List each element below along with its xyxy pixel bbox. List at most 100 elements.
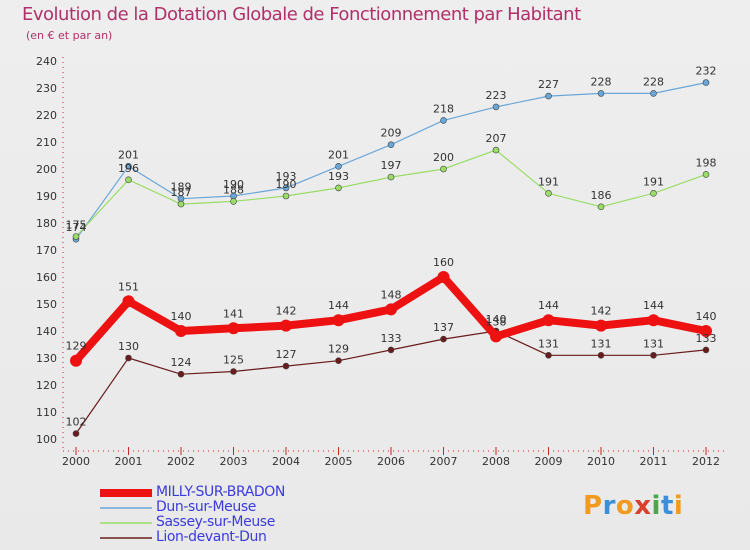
- legend: MILLY-SUR-BRADON Dun-sur-Meuse Sassey-su…: [100, 485, 285, 545]
- data-point-0: [437, 271, 450, 283]
- y-tick-label: 240: [36, 55, 57, 68]
- data-point-3: [440, 335, 447, 343]
- data-label-0: 142: [276, 305, 297, 318]
- data-label-0: 144: [538, 299, 559, 312]
- legend-item-milly: MILLY-SUR-BRADON: [100, 485, 285, 500]
- legend-swatch-lion: [100, 537, 152, 539]
- data-label-3: 137: [433, 321, 454, 334]
- chart-title: Evolution de la Dotation Globale de Fonc…: [22, 4, 581, 25]
- data-label-2: 193: [328, 170, 349, 183]
- data-point-0: [280, 319, 292, 332]
- y-tick-label: 210: [36, 136, 57, 149]
- data-label-1: 193: [276, 170, 297, 183]
- data-label-2: 191: [643, 175, 664, 188]
- data-point-3: [335, 357, 342, 365]
- data-label-1: 189: [171, 181, 192, 194]
- proxiti-logo: Proxiti: [583, 491, 683, 521]
- data-point-0: [227, 322, 240, 335]
- data-label-2: 191: [538, 175, 559, 188]
- data-point-0: [542, 314, 555, 327]
- legend-label-dun: Dun-sur-Meuse: [156, 499, 256, 515]
- data-label-3: 133: [381, 332, 402, 345]
- data-label-2: 175: [66, 219, 87, 232]
- data-point-0: [385, 303, 397, 316]
- data-point-0: [647, 314, 660, 327]
- data-label-3: 131: [591, 337, 612, 350]
- data-label-1: 201: [328, 148, 349, 161]
- data-point-3: [125, 354, 132, 362]
- y-tick-label: 200: [36, 163, 57, 176]
- data-point-2: [177, 200, 185, 208]
- x-tick-label: 2004: [272, 455, 300, 468]
- data-label-3: 130: [118, 340, 139, 353]
- data-point-3: [230, 368, 237, 375]
- y-tick-label: 120: [36, 379, 57, 392]
- data-point-0: [122, 295, 135, 308]
- data-point-2: [440, 165, 447, 173]
- x-tick-label: 2008: [482, 455, 510, 468]
- data-label-3: 129: [328, 343, 349, 356]
- x-tick-label: 2000: [62, 455, 90, 468]
- data-label-0: 129: [66, 340, 87, 353]
- data-label-3: 131: [643, 337, 664, 350]
- data-point-0: [490, 330, 502, 343]
- legend-swatch-milly: [100, 489, 152, 497]
- data-label-1: 228: [643, 75, 664, 88]
- logo-letter: P: [583, 491, 603, 521]
- data-point-1: [702, 79, 710, 86]
- data-label-0: 144: [643, 299, 664, 312]
- chart-subtitle: (en € et par an): [26, 29, 113, 42]
- data-label-2: 197: [381, 159, 402, 172]
- data-label-1: 232: [696, 65, 717, 78]
- series-line-3: [75, 330, 707, 435]
- data-label-3: 102: [66, 416, 87, 429]
- x-tick-label: 2005: [325, 455, 353, 468]
- data-point-3: [72, 430, 80, 437]
- data-label-0: 141: [223, 307, 244, 320]
- data-point-3: [597, 351, 605, 359]
- data-point-0: [332, 314, 345, 327]
- data-label-3: 140: [486, 313, 507, 326]
- y-tick-label: 220: [36, 109, 57, 122]
- data-point-3: [702, 346, 710, 354]
- data-point-1: [387, 141, 395, 148]
- data-label-1: 228: [591, 75, 612, 88]
- y-tick-label: 190: [36, 190, 57, 203]
- data-label-3: 127: [276, 348, 297, 361]
- legend-label-lion: Lion-devant-Dun: [156, 529, 267, 545]
- data-label-1: 209: [381, 127, 402, 140]
- data-point-2: [230, 198, 237, 205]
- data-point-1: [125, 163, 132, 170]
- data-point-1: [440, 117, 447, 124]
- data-point-2: [387, 173, 395, 181]
- data-point-0: [70, 354, 82, 367]
- data-point-0: [700, 325, 712, 337]
- legend-item-sassey: Sassey-sur-Meuse: [100, 515, 285, 530]
- logo-letter: x: [634, 491, 652, 521]
- data-label-2: 188: [223, 183, 244, 196]
- x-tick-label: 2006: [377, 455, 405, 468]
- y-tick-label: 160: [36, 271, 57, 284]
- data-point-1: [282, 184, 290, 192]
- data-label-0: 142: [591, 305, 612, 318]
- logo-letter: o: [615, 491, 635, 521]
- data-point-3: [545, 351, 552, 359]
- y-tick-label: 110: [36, 406, 57, 419]
- legend-label-sassey: Sassey-sur-Meuse: [156, 514, 275, 530]
- data-label-1: 190: [223, 178, 244, 191]
- data-point-2: [282, 192, 290, 200]
- data-point-1: [545, 92, 552, 100]
- logo-letter: t: [660, 491, 674, 521]
- legend-swatch-dun: [100, 507, 152, 509]
- legend-label-milly: MILLY-SUR-BRADON: [156, 484, 285, 500]
- data-label-3: 125: [223, 354, 244, 367]
- x-tick-label: 2011: [640, 455, 668, 468]
- data-label-1: 227: [538, 78, 559, 91]
- axes: 100 110 120 130 140 150 160 170 180 190 200 210 220 2…: [36, 55, 725, 468]
- y-tick-label: 180: [36, 217, 57, 230]
- y-tick-label: 100: [36, 433, 57, 446]
- data-point-3: [177, 370, 185, 378]
